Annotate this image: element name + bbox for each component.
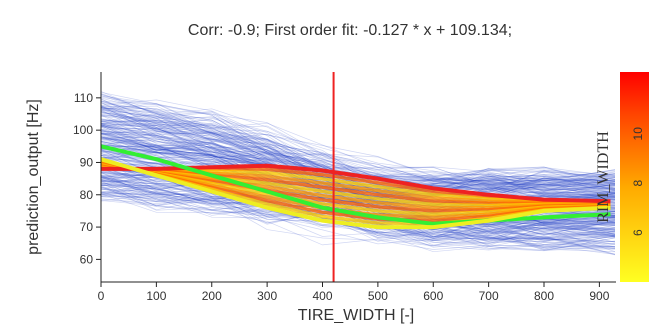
x-tick-label: 400 <box>312 289 332 303</box>
colorbar-tick-label: 10 <box>631 127 645 141</box>
background-line <box>101 123 615 196</box>
chart-title: Corr: -0.9; First order fit: -0.127 * x … <box>188 22 512 39</box>
y-tick-label: 100 <box>73 123 93 137</box>
x-tick-label: 900 <box>589 289 609 303</box>
colorbar-ticks: 6 8 10 <box>631 127 645 236</box>
x-tick-label: 300 <box>257 289 277 303</box>
background-line <box>101 129 615 225</box>
background-line <box>101 151 615 232</box>
colorbar-tick-label: 8 <box>631 180 645 187</box>
y-tick-label: 110 <box>74 91 93 105</box>
background-line <box>101 107 615 189</box>
background-line <box>101 121 615 194</box>
x-tick-label: 0 <box>98 289 105 303</box>
background-line <box>101 109 615 198</box>
background-line <box>101 105 615 184</box>
background-line <box>101 98 615 186</box>
background-line <box>101 125 615 182</box>
background-line <box>101 106 615 235</box>
background-line <box>101 175 615 235</box>
background-line <box>101 125 615 196</box>
x-tick-label: 500 <box>368 289 388 303</box>
background-line <box>101 91 615 196</box>
y-tick-label: 90 <box>80 155 94 169</box>
background-line <box>101 186 615 247</box>
background-line <box>101 110 615 195</box>
colorbar: 6 8 10 RIM_WIDTH <box>595 72 649 282</box>
background-line <box>101 100 615 189</box>
background-line <box>101 175 615 234</box>
background-line <box>101 181 615 240</box>
background-line <box>101 125 615 192</box>
background-line <box>101 136 615 188</box>
background-line <box>101 133 615 190</box>
y-tick-label: 60 <box>80 252 94 266</box>
background-line <box>101 127 615 197</box>
background-line <box>101 179 615 249</box>
background-line <box>101 105 615 192</box>
y-axis-label: prediction_output [Hz] <box>25 99 42 255</box>
background-line <box>101 191 615 255</box>
background-line <box>101 98 615 185</box>
background-line <box>101 188 615 240</box>
background-line <box>101 101 615 191</box>
background-line <box>101 102 615 184</box>
x-tick-label: 800 <box>534 289 554 303</box>
background-line <box>101 123 615 191</box>
series-line-2 <box>101 157 611 230</box>
background-line <box>101 145 615 186</box>
colorbar-label: RIM_WIDTH <box>595 131 612 223</box>
background-line <box>101 166 615 217</box>
plot-area <box>101 91 615 256</box>
background-line <box>101 125 615 200</box>
background-line <box>101 124 615 195</box>
series-lines <box>101 144 611 230</box>
background-line <box>101 106 615 248</box>
background-line <box>101 193 615 247</box>
background-line <box>101 179 615 249</box>
x-tick-label: 100 <box>146 289 166 303</box>
background-line <box>101 101 615 185</box>
x-tick-label: 700 <box>479 289 499 303</box>
colorbar-tick-label: 6 <box>631 229 645 236</box>
x-axis-label: TIRE_WIDTH [-] <box>298 307 414 324</box>
background-line <box>101 102 615 191</box>
x-ticks: 0 100 200 300 400 500 600 700 800 900 <box>98 282 610 303</box>
background-line <box>101 113 615 197</box>
colorbar-gradient <box>620 72 649 282</box>
background-line <box>101 93 615 246</box>
y-ticks: 60 70 80 90 100 110 <box>73 91 101 266</box>
background-line <box>101 115 615 192</box>
background-line <box>101 118 615 232</box>
background-line <box>101 122 615 196</box>
background-line <box>101 182 615 250</box>
x-tick-label: 600 <box>423 289 443 303</box>
axes: 0 100 200 300 400 500 600 700 800 900 60 70 80 90 100… <box>73 72 616 303</box>
y-tick-label: 80 <box>80 188 94 202</box>
y-tick-label: 70 <box>80 220 94 234</box>
background-line <box>101 136 615 193</box>
background-line <box>101 114 615 182</box>
background-line <box>101 184 615 241</box>
series-line-1 <box>101 144 611 226</box>
x-tick-label: 200 <box>202 289 222 303</box>
